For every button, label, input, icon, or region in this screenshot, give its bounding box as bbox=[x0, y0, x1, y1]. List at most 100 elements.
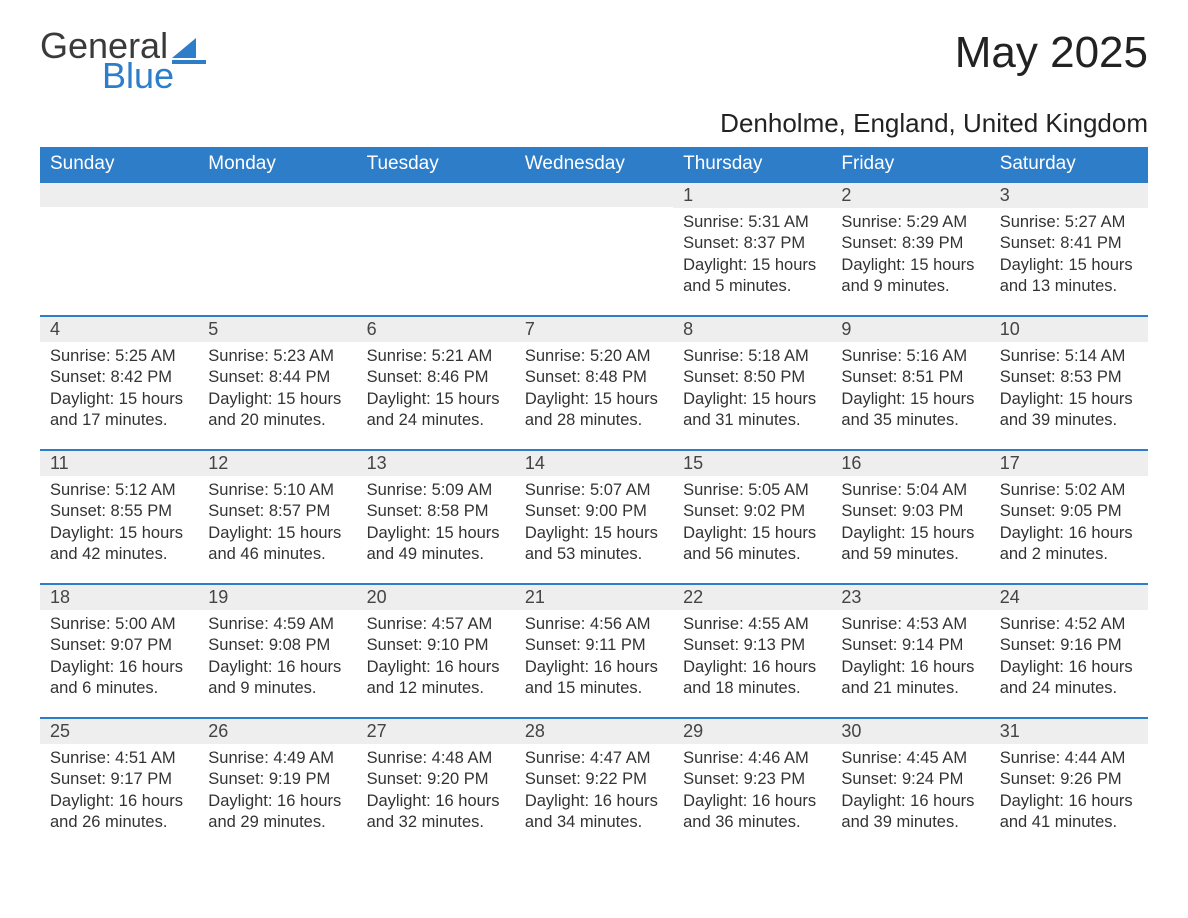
day-number: 5 bbox=[198, 315, 356, 342]
day-number: 20 bbox=[357, 583, 515, 610]
empty-day-bar bbox=[357, 181, 515, 207]
daylight-text: Daylight: 15 hours and 24 minutes. bbox=[367, 389, 505, 432]
sunset-text: Sunset: 9:00 PM bbox=[525, 501, 663, 522]
sunrise-text: Sunrise: 5:27 AM bbox=[1000, 212, 1138, 233]
calendar-week: 25Sunrise: 4:51 AMSunset: 9:17 PMDayligh… bbox=[40, 717, 1148, 851]
day-number: 19 bbox=[198, 583, 356, 610]
sunrise-text: Sunrise: 5:14 AM bbox=[1000, 346, 1138, 367]
day-header-monday: Monday bbox=[198, 147, 356, 181]
calendar-cell: 7Sunrise: 5:20 AMSunset: 8:48 PMDaylight… bbox=[515, 315, 673, 449]
calendar-cell: 30 Sunrise: 4:45 AMSunset: 9:24 PMDayligh… bbox=[831, 717, 989, 851]
sunrise-text: Sunrise: 5:29 AM bbox=[841, 212, 979, 233]
daylight-text: Daylight: 15 hours and 13 minutes. bbox=[1000, 255, 1138, 298]
location-label: Denholme, England, United Kingdom bbox=[40, 108, 1148, 139]
daylight-text: Daylight: 15 hours and 35 minutes. bbox=[841, 389, 979, 432]
sunset-text: Sunset: 8:39 PM bbox=[841, 233, 979, 254]
daylight-text: Daylight: 16 hours and 41 minutes. bbox=[1000, 791, 1138, 834]
calendar-cell: 15Sunrise: 5:05 AMSunset: 9:02 PMDayligh… bbox=[673, 449, 831, 583]
calendar-cell: 25Sunrise: 4:51 AMSunset: 9:17 PMDayligh… bbox=[40, 717, 198, 851]
day-details: Sunrise: 5:07 AMSunset: 9:00 PMDaylight:… bbox=[515, 476, 673, 566]
sunrise-text: Sunrise: 5:07 AM bbox=[525, 480, 663, 501]
calendar-cell: 31Sunrise: 4:44 AMSunset: 9:26 PMDayligh… bbox=[990, 717, 1148, 851]
sunrise-text: Sunrise: 4:53 AM bbox=[841, 614, 979, 635]
day-details: Sunrise: 4:44 AMSunset: 9:26 PMDaylight:… bbox=[990, 744, 1148, 834]
day-number: 30 bbox=[831, 717, 989, 744]
day-details: Sunrise: 5:18 AMSunset: 8:50 PMDaylight:… bbox=[673, 342, 831, 432]
daylight-text: Daylight: 15 hours and 39 minutes. bbox=[1000, 389, 1138, 432]
day-number: 8 bbox=[673, 315, 831, 342]
day-details: Sunrise: 5:04 AMSunset: 9:03 PMDaylight:… bbox=[831, 476, 989, 566]
logo-text: General Blue bbox=[40, 28, 174, 94]
day-details: Sunrise: 4:47 AMSunset: 9:22 PMDaylight:… bbox=[515, 744, 673, 834]
calendar-cell: 17Sunrise: 5:02 AMSunset: 9:05 PMDayligh… bbox=[990, 449, 1148, 583]
calendar-week: 11Sunrise: 5:12 AMSunset: 8:55 PMDayligh… bbox=[40, 449, 1148, 583]
empty-day-bar bbox=[40, 181, 198, 207]
sunset-text: Sunset: 9:10 PM bbox=[367, 635, 505, 656]
day-details: Sunrise: 4:57 AMSunset: 9:10 PMDaylight:… bbox=[357, 610, 515, 700]
sunrise-text: Sunrise: 5:02 AM bbox=[1000, 480, 1138, 501]
sunrise-text: Sunrise: 5:25 AM bbox=[50, 346, 188, 367]
day-details: Sunrise: 5:29 AMSunset: 8:39 PMDaylight:… bbox=[831, 208, 989, 298]
day-details: Sunrise: 5:25 AMSunset: 8:42 PMDaylight:… bbox=[40, 342, 198, 432]
calendar-cell bbox=[40, 181, 198, 315]
calendar-cell: 6Sunrise: 5:21 AMSunset: 8:46 PMDaylight… bbox=[357, 315, 515, 449]
day-header-saturday: Saturday bbox=[990, 147, 1148, 181]
day-number: 4 bbox=[40, 315, 198, 342]
day-details: Sunrise: 5:05 AMSunset: 9:02 PMDaylight:… bbox=[673, 476, 831, 566]
sunrise-text: Sunrise: 5:21 AM bbox=[367, 346, 505, 367]
sunrise-text: Sunrise: 4:45 AM bbox=[841, 748, 979, 769]
daylight-text: Daylight: 15 hours and 9 minutes. bbox=[841, 255, 979, 298]
daylight-text: Daylight: 16 hours and 26 minutes. bbox=[50, 791, 188, 834]
calendar-cell: 2Sunrise: 5:29 AMSunset: 8:39 PMDaylight… bbox=[831, 181, 989, 315]
calendar-cell: 5Sunrise: 5:23 AMSunset: 8:44 PMDaylight… bbox=[198, 315, 356, 449]
day-number: 15 bbox=[673, 449, 831, 476]
sunset-text: Sunset: 8:53 PM bbox=[1000, 367, 1138, 388]
day-details: Sunrise: 5:10 AMSunset: 8:57 PMDaylight:… bbox=[198, 476, 356, 566]
day-details: Sunrise: 4:52 AMSunset: 9:16 PMDaylight:… bbox=[990, 610, 1148, 700]
sunset-text: Sunset: 8:48 PM bbox=[525, 367, 663, 388]
sunrise-text: Sunrise: 4:56 AM bbox=[525, 614, 663, 635]
calendar-cell: 26Sunrise: 4:49 AMSunset: 9:19 PMDayligh… bbox=[198, 717, 356, 851]
day-number: 25 bbox=[40, 717, 198, 744]
sunset-text: Sunset: 8:51 PM bbox=[841, 367, 979, 388]
sunset-text: Sunset: 9:11 PM bbox=[525, 635, 663, 656]
day-number: 31 bbox=[990, 717, 1148, 744]
day-number: 6 bbox=[357, 315, 515, 342]
daylight-text: Daylight: 15 hours and 20 minutes. bbox=[208, 389, 346, 432]
calendar-cell bbox=[515, 181, 673, 315]
sunset-text: Sunset: 9:13 PM bbox=[683, 635, 821, 656]
day-number: 21 bbox=[515, 583, 673, 610]
calendar-week: 4Sunrise: 5:25 AMSunset: 8:42 PMDaylight… bbox=[40, 315, 1148, 449]
sunset-text: Sunset: 9:24 PM bbox=[841, 769, 979, 790]
day-details: Sunrise: 5:21 AMSunset: 8:46 PMDaylight:… bbox=[357, 342, 515, 432]
sunset-text: Sunset: 8:50 PM bbox=[683, 367, 821, 388]
day-details: Sunrise: 5:09 AMSunset: 8:58 PMDaylight:… bbox=[357, 476, 515, 566]
sunset-text: Sunset: 8:41 PM bbox=[1000, 233, 1138, 254]
sunrise-text: Sunrise: 4:46 AM bbox=[683, 748, 821, 769]
day-details: Sunrise: 5:20 AMSunset: 8:48 PMDaylight:… bbox=[515, 342, 673, 432]
sunset-text: Sunset: 8:55 PM bbox=[50, 501, 188, 522]
sunrise-text: Sunrise: 4:57 AM bbox=[367, 614, 505, 635]
daylight-text: Daylight: 15 hours and 49 minutes. bbox=[367, 523, 505, 566]
day-header-tuesday: Tuesday bbox=[357, 147, 515, 181]
calendar-cell: 21Sunrise: 4:56 AMSunset: 9:11 PMDayligh… bbox=[515, 583, 673, 717]
calendar-cell: 14Sunrise: 5:07 AMSunset: 9:00 PMDayligh… bbox=[515, 449, 673, 583]
sunrise-text: Sunrise: 5:10 AM bbox=[208, 480, 346, 501]
calendar-cell: 23Sunrise: 4:53 AMSunset: 9:14 PMDayligh… bbox=[831, 583, 989, 717]
sunrise-text: Sunrise: 4:47 AM bbox=[525, 748, 663, 769]
calendar-cell: 29Sunrise: 4:46 AMSunset: 9:23 PMDayligh… bbox=[673, 717, 831, 851]
sunrise-text: Sunrise: 5:20 AM bbox=[525, 346, 663, 367]
day-details: Sunrise: 4:55 AMSunset: 9:13 PMDaylight:… bbox=[673, 610, 831, 700]
daylight-text: Daylight: 15 hours and 31 minutes. bbox=[683, 389, 821, 432]
daylight-text: Daylight: 16 hours and 39 minutes. bbox=[841, 791, 979, 834]
day-details: Sunrise: 4:48 AMSunset: 9:20 PMDaylight:… bbox=[357, 744, 515, 834]
sunrise-text: Sunrise: 5:16 AM bbox=[841, 346, 979, 367]
sunrise-text: Sunrise: 5:05 AM bbox=[683, 480, 821, 501]
calendar-week: 18Sunrise: 5:00 AMSunset: 9:07 PMDayligh… bbox=[40, 583, 1148, 717]
calendar-cell: 4Sunrise: 5:25 AMSunset: 8:42 PMDaylight… bbox=[40, 315, 198, 449]
day-number: 13 bbox=[357, 449, 515, 476]
day-number: 17 bbox=[990, 449, 1148, 476]
day-number: 24 bbox=[990, 583, 1148, 610]
day-number: 18 bbox=[40, 583, 198, 610]
day-number: 2 bbox=[831, 181, 989, 208]
